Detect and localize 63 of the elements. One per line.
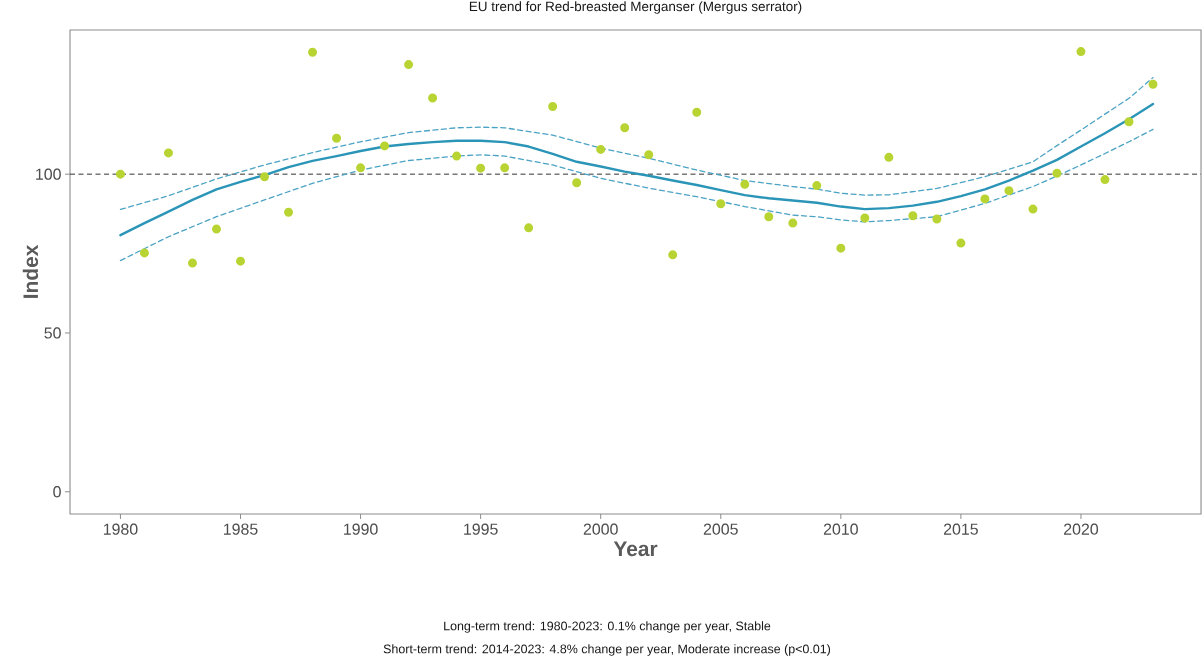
point [644,150,654,160]
point [524,223,534,233]
point [1076,47,1086,57]
point [980,194,990,204]
point [1100,175,1110,185]
x-tick-label: 2010 [823,523,858,535]
chart-title: EU trend for Red-breasted Merganser (Mergus serrator) [469,1,802,14]
point [908,211,918,221]
point [1052,168,1062,178]
point [476,163,486,173]
point [308,47,318,57]
point [860,213,870,223]
line-series [119,128,1154,262]
point [428,93,438,103]
point [740,179,750,189]
point [404,60,414,70]
point [1148,79,1158,89]
point [163,148,173,158]
point [668,250,678,260]
y-tick-label: 50 [44,327,61,339]
point [236,256,245,266]
point [115,169,125,179]
point [884,152,894,162]
point [356,163,366,173]
line-series [119,102,1155,237]
x-tick-label: 2005 [703,523,738,535]
point [788,218,798,228]
point [596,144,606,154]
x-tick-label: 1985 [223,523,258,535]
point [187,258,197,268]
point [620,123,630,133]
point [1028,204,1038,214]
x-tick-label: 1995 [464,523,498,535]
point [836,243,846,253]
point [1004,186,1014,196]
x-tick-label: 1980 [103,523,138,535]
x-tick-label: 2015 [943,523,978,535]
x-tick-label: 2020 [1064,523,1099,535]
point [380,141,390,151]
point [1124,117,1134,127]
text: Long-term trend: 1980-2023: 0.1% change per year, Stable [444,621,771,633]
point [139,248,149,258]
point [284,207,294,217]
point [716,199,726,209]
x-axis-title: Year [613,541,658,557]
point [764,212,774,222]
x-tick-label: 1990 [344,523,378,535]
y-tick-label: 0 [53,486,61,498]
point [500,163,510,173]
point [452,151,462,161]
point [692,107,702,117]
text: Short-term trend: 2014-2023: 4.8% change per year, Moderate increase (p<0.01) [383,644,831,656]
point [956,238,966,248]
y-axis-title: Index [22,244,39,298]
point [812,181,822,191]
point [332,133,342,143]
point [211,224,221,234]
point [548,102,558,112]
point [572,178,582,188]
x-tick-label: 2000 [583,523,618,535]
point [260,172,270,182]
point [932,214,942,224]
y-tick-label: 100 [36,168,61,180]
